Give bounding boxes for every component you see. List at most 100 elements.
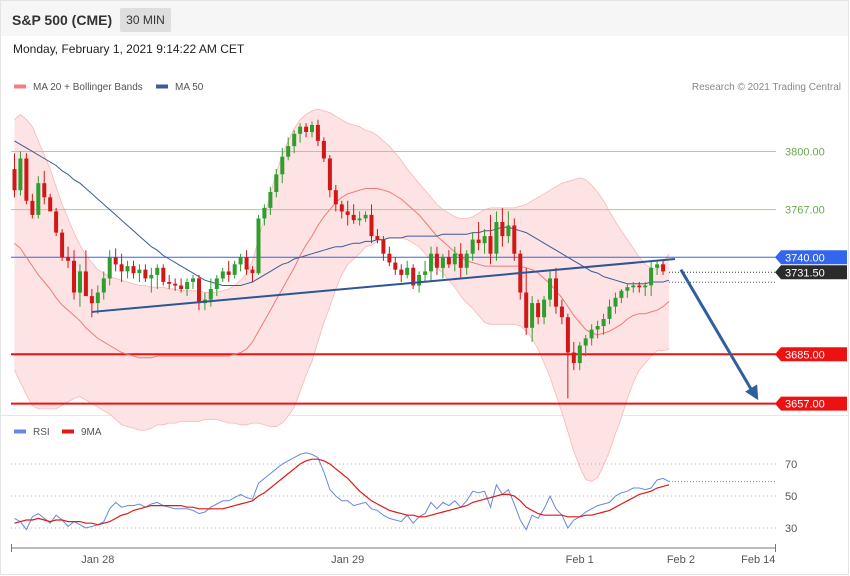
candle-body (72, 260, 76, 293)
level-lines (11, 150, 776, 405)
candle-body (185, 282, 190, 290)
candle-body (458, 253, 463, 268)
candle (167, 274, 172, 290)
candle (393, 257, 398, 275)
candle-body (595, 326, 600, 330)
candle (357, 211, 362, 226)
candle (274, 169, 279, 198)
candle-body (137, 269, 142, 274)
candle-body (637, 285, 642, 288)
candle (95, 285, 100, 314)
candle (12, 153, 17, 198)
candle (381, 236, 386, 261)
candle (506, 211, 511, 244)
candle-body (24, 158, 29, 201)
candle-body (280, 156, 285, 175)
candle (220, 267, 225, 282)
candle-body (321, 140, 326, 159)
candle (42, 170, 47, 205)
time-axis-tick-label: Feb 14 (741, 554, 775, 566)
candle (298, 123, 303, 143)
candle (125, 260, 130, 279)
candle-body (530, 303, 535, 328)
candle (369, 204, 374, 244)
candle (197, 274, 201, 311)
candle-body (42, 183, 47, 198)
candle (518, 250, 523, 300)
candle-body (274, 174, 279, 192)
candle (83, 250, 88, 297)
candle (280, 147, 285, 184)
candle (452, 246, 457, 272)
candle (18, 151, 23, 196)
candle-body (339, 204, 344, 212)
candle-body (345, 211, 350, 215)
candle-body (315, 125, 320, 141)
candle (244, 250, 249, 275)
candle (559, 299, 564, 325)
level-label-resistance: 3800.00 (785, 146, 825, 158)
candle (601, 313, 606, 335)
candle (60, 229, 65, 261)
candle (429, 246, 433, 282)
legend-label-9ma: 9MA (81, 427, 102, 438)
bollinger-bands (14, 108, 670, 482)
candle (631, 281, 636, 293)
candle-body (351, 214, 356, 221)
candle-body (125, 266, 130, 272)
candle-body (565, 317, 570, 353)
time-axis-tick-label: Jan 29 (331, 554, 364, 566)
candle (310, 121, 314, 138)
timeframe-button[interactable]: 30 MIN (120, 8, 171, 32)
time-axis-tick-label: Jan 28 (81, 554, 114, 566)
candle-body (18, 158, 23, 191)
candle (113, 248, 118, 272)
candle (333, 184, 338, 212)
candle-body (304, 126, 309, 132)
candle (36, 176, 41, 219)
candle-body (619, 290, 624, 298)
candle (286, 137, 291, 161)
candle-body (95, 292, 100, 304)
candle (345, 200, 350, 226)
candle (649, 260, 654, 297)
rsi-tick-label: 50 (785, 491, 797, 503)
candle (512, 218, 517, 261)
level-label-background (775, 347, 847, 362)
candle-body (161, 267, 166, 282)
candle (30, 193, 35, 219)
candle (185, 278, 190, 297)
candle (488, 214, 493, 265)
candle (250, 266, 255, 282)
candle-body (48, 197, 53, 212)
candle (619, 289, 624, 304)
candle (655, 260, 660, 275)
candle-body (12, 169, 17, 191)
candle-body (113, 257, 118, 265)
candle (411, 264, 416, 290)
candle (524, 267, 529, 335)
legend-label-rsi: RSI (33, 427, 50, 438)
candle-body (494, 222, 499, 254)
rsi-tick-label: 70 (785, 459, 797, 471)
candle-body (60, 232, 65, 258)
candle-body (625, 287, 630, 291)
candle (405, 260, 410, 279)
candle (149, 267, 154, 293)
candle (304, 123, 309, 138)
candle (238, 253, 243, 272)
candle-body (476, 239, 481, 244)
candle (565, 313, 570, 399)
candle-body (173, 283, 178, 286)
candle (577, 341, 582, 371)
candle-body (327, 158, 332, 191)
candle (637, 281, 642, 293)
legend-swatch-ma20 (14, 84, 26, 89)
candle (536, 299, 541, 325)
candle-body (500, 222, 505, 237)
candle-body (191, 278, 195, 282)
candle (625, 283, 630, 298)
candle (321, 137, 326, 163)
